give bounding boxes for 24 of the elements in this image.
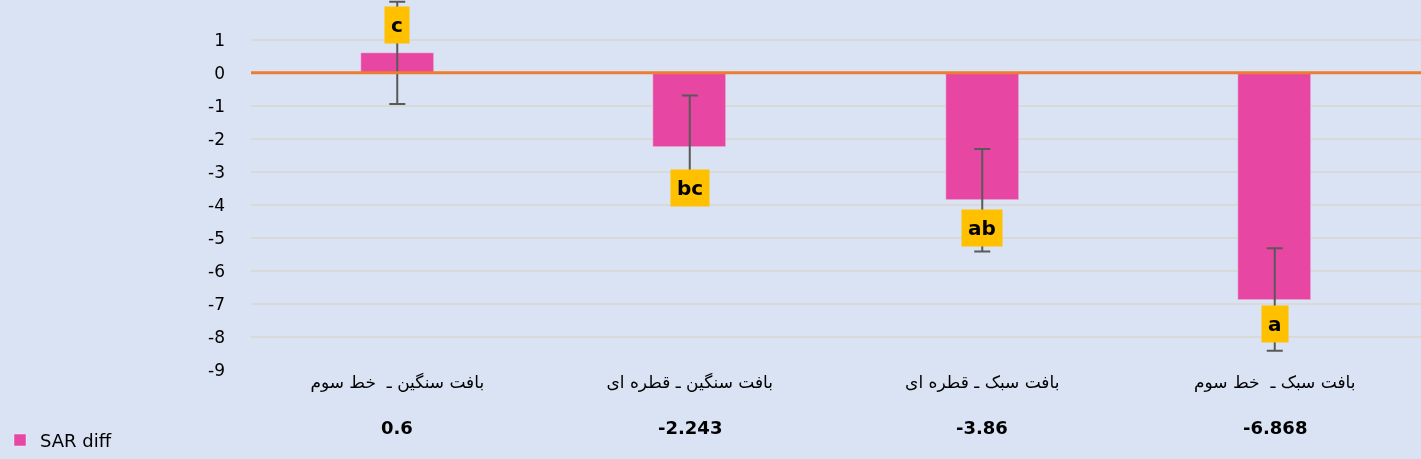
y-tick-label: -7	[208, 293, 225, 314]
y-tick-label: -9	[208, 359, 225, 380]
x-tick-label: بافت سبک ـ قطره ای	[905, 372, 1060, 392]
y-tick-label: -8	[208, 326, 225, 347]
x-tick-label: بافت سنگین ـ خط سوم	[310, 372, 485, 392]
annotation: bc	[677, 176, 704, 200]
x-tick-label: بافت سنگین ـ قطره ای	[606, 372, 774, 392]
annotation: ab	[968, 216, 996, 240]
annotation: a	[1268, 312, 1282, 336]
annotation: c	[391, 13, 403, 37]
y-tick-label: -1	[208, 95, 225, 116]
y-tick-label: -5	[208, 227, 225, 248]
legend-label: SAR diff	[40, 430, 112, 452]
data-label: -6.868	[1243, 417, 1308, 438]
y-tick-label: -3	[208, 161, 225, 182]
y-tick-label: -6	[208, 260, 225, 281]
data-label: -2.243	[658, 417, 723, 438]
y-tick-label: 0	[214, 62, 225, 83]
y-tick-label: 1	[214, 29, 225, 50]
y-tick-label: -4	[208, 194, 225, 215]
x-tick-label: بافت سبک ـ خط سوم	[1193, 372, 1356, 392]
data-label: -3.86	[956, 417, 1008, 438]
data-label: 0.6	[381, 417, 413, 438]
y-tick-label: -2	[208, 128, 225, 149]
